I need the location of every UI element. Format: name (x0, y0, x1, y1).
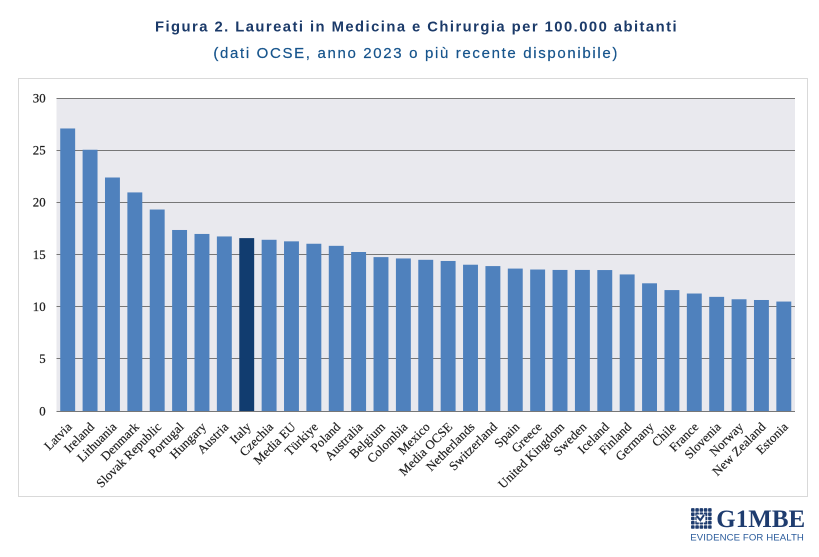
svg-text:G1MBE: G1MBE (716, 506, 805, 533)
svg-text:(dati OCSE, anno 2023 o più re: (dati OCSE, anno 2023 o più recente disp… (213, 45, 619, 62)
svg-text:30: 30 (33, 91, 46, 105)
svg-text:0: 0 (39, 404, 45, 418)
svg-text:EVIDENCE FOR HEALTH: EVIDENCE FOR HEALTH (690, 532, 804, 543)
svg-text:Figura 2. Laureati in Medicina: Figura 2. Laureati in Medicina e Chirurg… (155, 20, 678, 36)
svg-text:5: 5 (39, 352, 45, 366)
svg-text:15: 15 (33, 248, 46, 262)
svg-text:25: 25 (33, 144, 46, 158)
svg-text:20: 20 (33, 196, 46, 210)
svg-text:10: 10 (33, 300, 46, 314)
